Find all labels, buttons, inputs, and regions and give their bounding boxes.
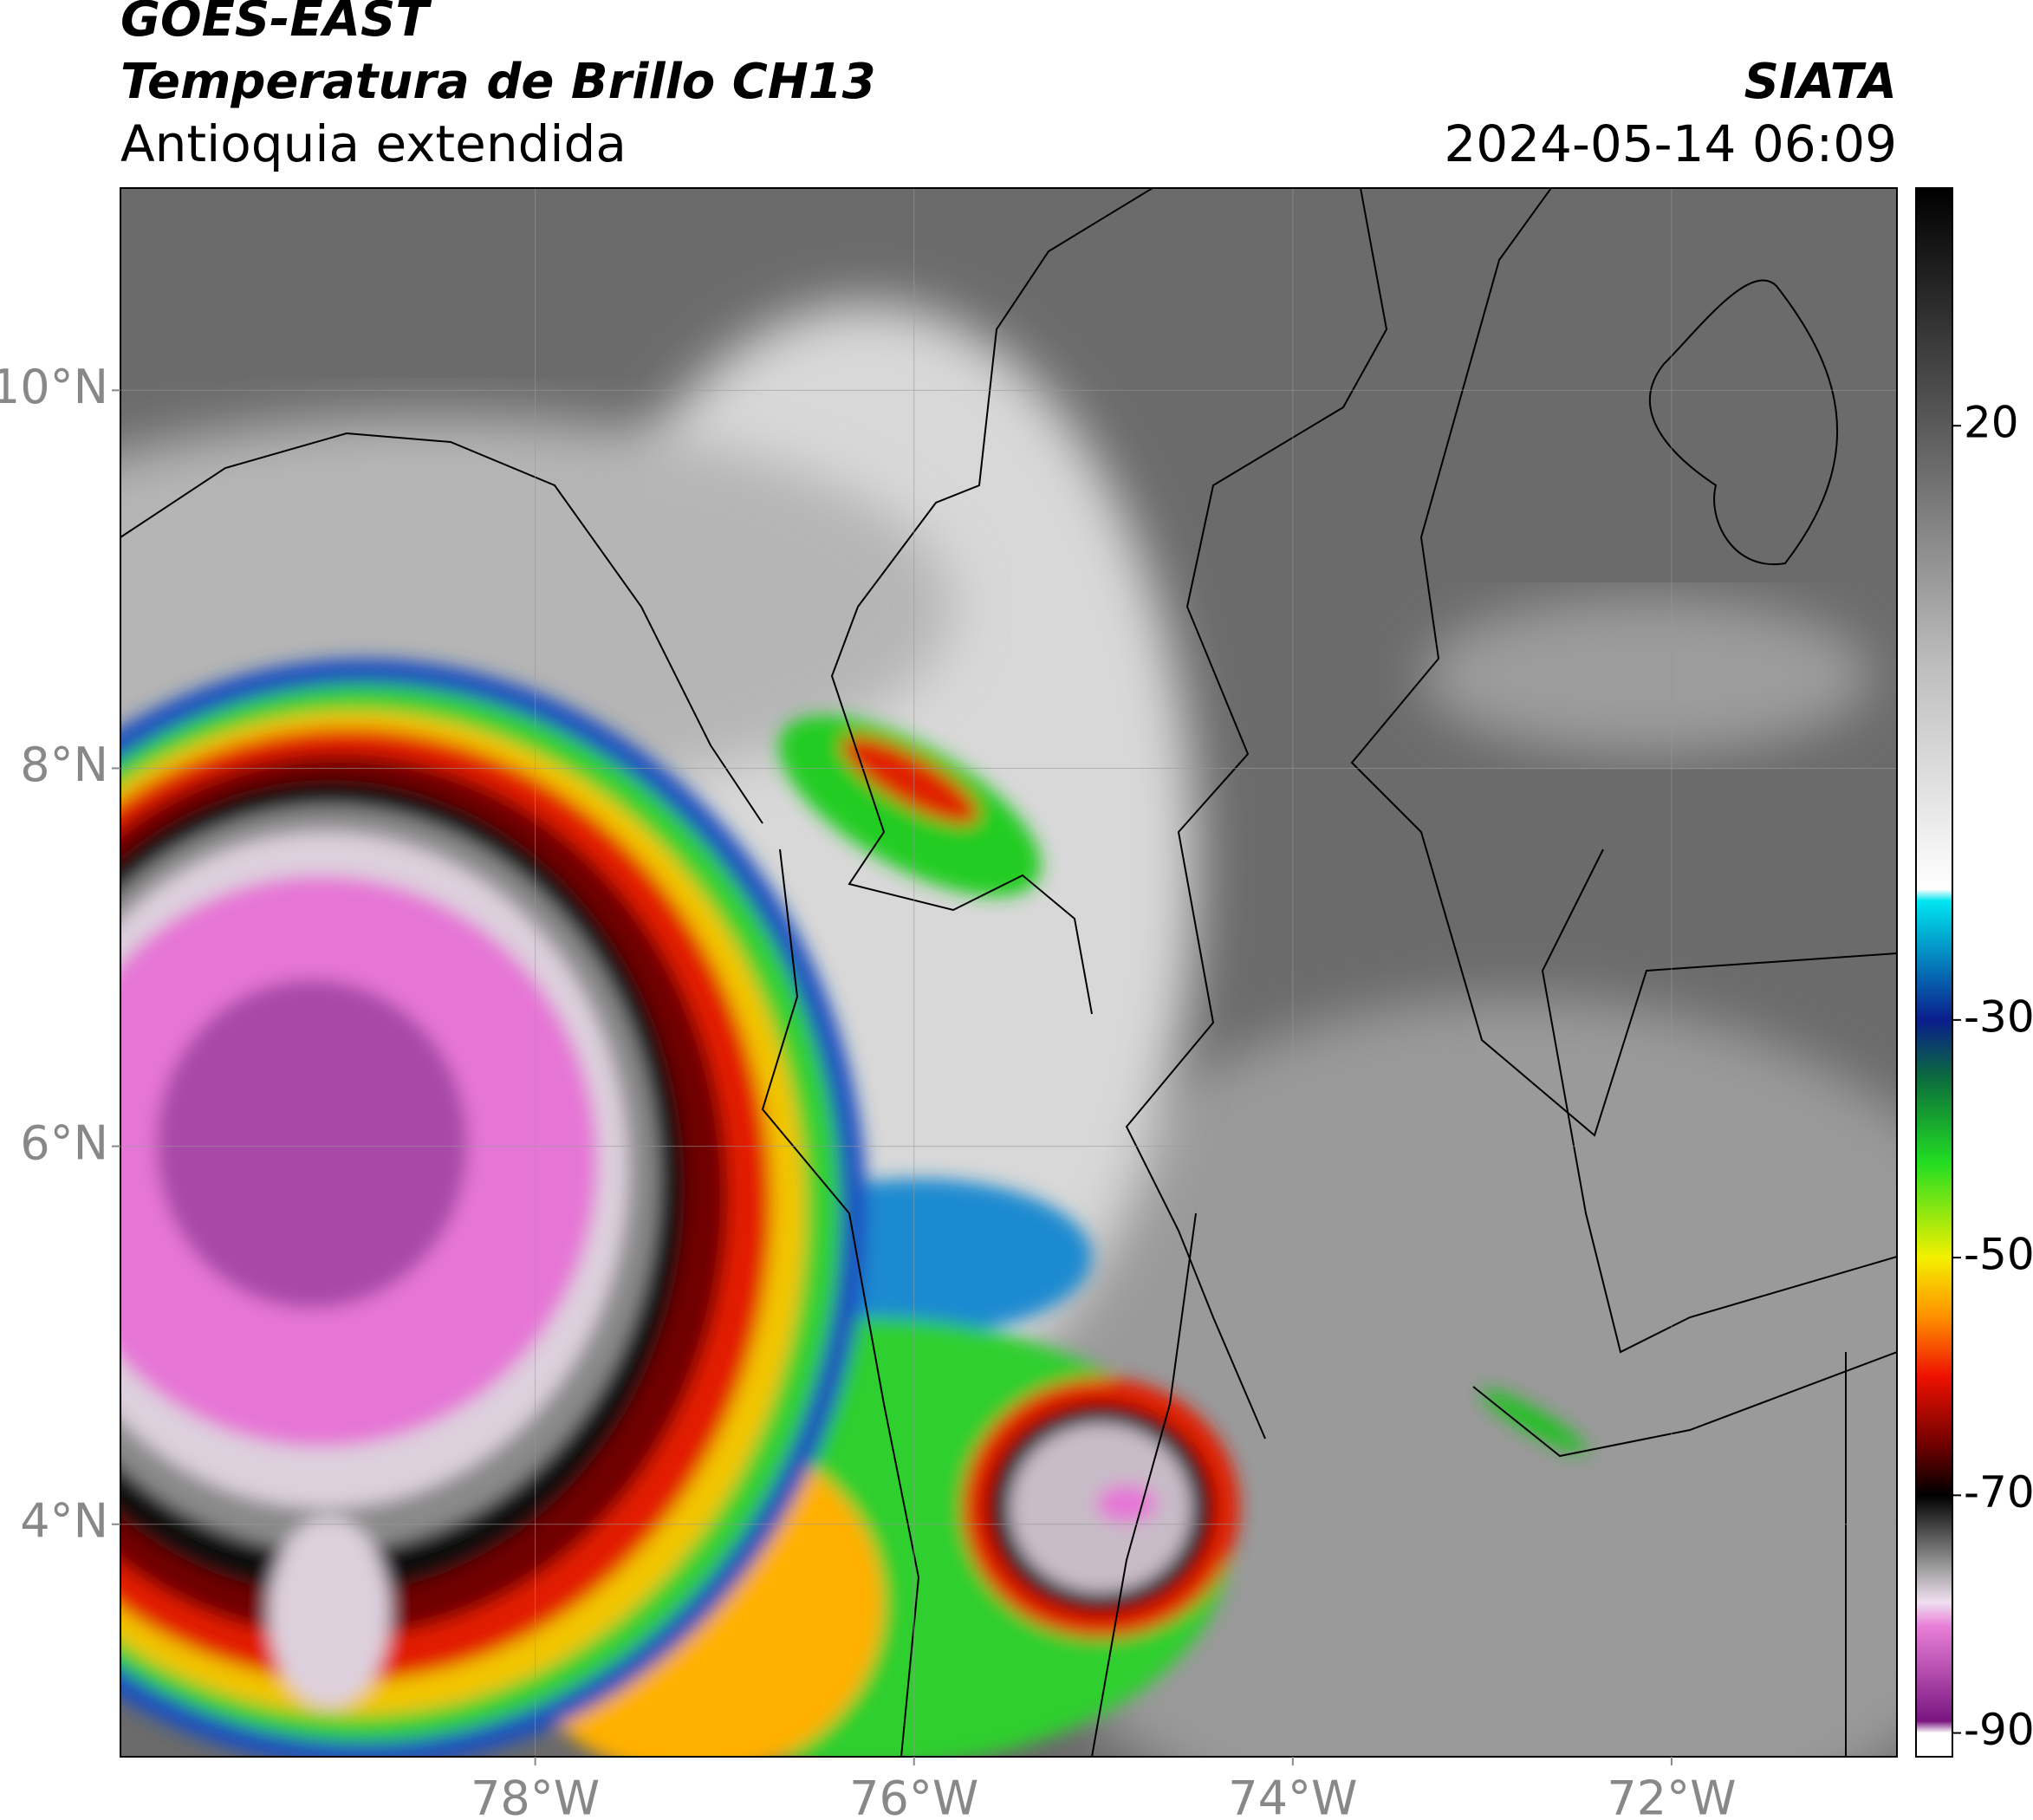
title-line: GOES-EAST [120,0,432,48]
datetime: 2024-05-14 06:09 [1444,114,1897,173]
x-tick-label: 78°W [471,1771,600,1820]
x-tick-label: 76°W [849,1771,978,1820]
y-tick-label: 6°N [20,1115,108,1170]
colorbar-tick-label: 20 [1964,398,2019,448]
colorbar [1915,187,1953,1758]
colorbar-tick-label: -90 [1964,1705,2033,1755]
x-tick-label: 74°W [1228,1771,1357,1820]
source: SIATA [1744,54,1897,110]
colorbar-tick-label: -50 [1964,1230,2033,1280]
title-line: Temperatura de Brillo CH13 [120,54,876,110]
colorbar-tick-label: -70 [1964,1467,2033,1518]
y-tick-label: 4°N [20,1493,108,1548]
x-tick-label: 72°W [1607,1771,1736,1820]
colorbar-tick-label: -30 [1964,991,2033,1042]
y-tick-label: 10°N [0,360,108,414]
subtitle: Antioquia extendida [120,114,627,173]
y-tick-label: 8°N [20,738,108,792]
map-frame [120,187,1898,1758]
satellite-image [120,188,1897,1757]
